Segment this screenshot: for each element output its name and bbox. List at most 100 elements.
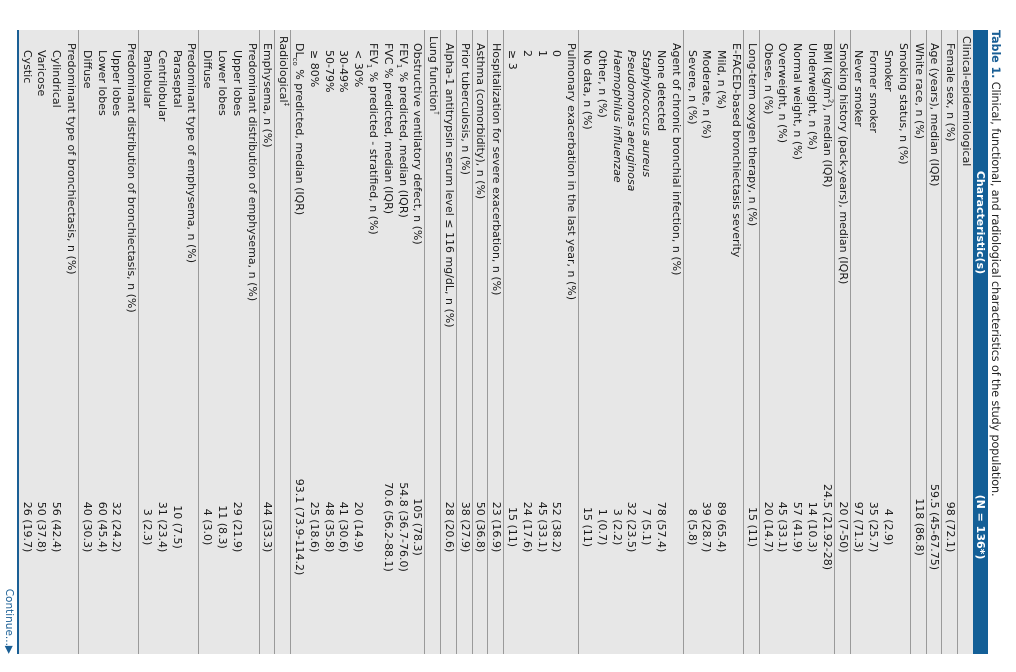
table-body: Clinical-epidemiological Female sex, n (%… [17, 30, 973, 654]
label-text: Predominant distribution of emphysema, n… [245, 43, 259, 302]
continue-link[interactable]: Continue...▶ [3, 589, 15, 654]
table-header-row: Characteristic(s) (N = 136*) [973, 30, 988, 654]
row-label: Pulmonary exacerbation in the last year,… [563, 30, 579, 415]
label-text: Predominant distribution of bronchiectas… [125, 43, 139, 313]
label-text: Cystic [20, 50, 34, 84]
row-value: 60 (45.4) [93, 415, 109, 654]
row-value: 38 (27.9) [456, 415, 473, 654]
label-text: Predominant type of emphysema, n (%) [185, 43, 199, 264]
label-text: Haemophilus influenzae [610, 50, 624, 183]
row-value: 89 (65.4) [713, 415, 729, 654]
table-row: Panlobular 3 (2.3) [138, 30, 154, 654]
row-value [183, 415, 199, 654]
row-label: Centrilobular [153, 30, 169, 415]
table-row: Agent of chronic bronchial infection, n … [668, 30, 684, 654]
row-label: Varicose [33, 30, 49, 415]
row-value: 11 (8.3) [214, 415, 229, 654]
row-value [424, 415, 441, 654]
label-text: Clinical-epidemiological [960, 36, 973, 167]
table-row: Varicose 50 (37.8) [33, 30, 49, 654]
row-value: 50 (37.8) [33, 415, 49, 654]
table-row: 30-49% 41 (30.6) [335, 30, 351, 654]
table-row: Obese, n (%) 20 (14.7) [759, 30, 775, 654]
row-value: 59.5 (45-67.75) [926, 415, 942, 654]
label-text: FEV [396, 43, 410, 64]
table-row: Haemophilus influenzae 3 (2.2) [608, 30, 624, 654]
label-text: White race, n (%) [912, 43, 926, 140]
table-row: Diffuse 4 (3.0) [198, 30, 215, 654]
row-value: 118 (86.8) [910, 415, 927, 654]
row-label: Emphysema, n (%) [259, 30, 275, 415]
row-value [243, 415, 260, 654]
label-text: Former smoker [867, 50, 881, 133]
row-label: Lower lobes [93, 30, 109, 415]
label-text: DL [292, 43, 306, 58]
label-text: Alpha-1 antitrypsin serum level ≤ 116 mg… [442, 43, 456, 328]
label-text: Pseudomonas aeruginosa [625, 50, 639, 192]
row-value [365, 415, 380, 654]
label-text: 50-79% [322, 50, 336, 93]
label-text: Other, n (%) [595, 50, 609, 118]
label-text: 0 [550, 50, 564, 57]
table-row: Cylindrical 56 (42.4) [48, 30, 64, 654]
table-row: Predominant type of bronchiectasis, n (%… [63, 30, 79, 654]
table-row: FVC % predicted, median (IQR) 70.6 (56.2-… [379, 30, 395, 654]
row-label: Long-term oxygen therapy, n (%) [743, 30, 760, 415]
header-n: (N = 136*) [973, 415, 988, 654]
row-label: Mild, n (%) [713, 30, 729, 415]
label-text: Smoking history (pack-years), median (IQ… [836, 43, 850, 285]
table-row: Female sex, n (%) 98 (72.1) [941, 30, 958, 654]
row-value: 4 (2.9) [880, 415, 896, 654]
row-label: ≥ 3 [503, 30, 520, 415]
label-text: Obstructive ventilatory defect, n (%) [411, 43, 425, 245]
label-text: Smoker [882, 50, 896, 92]
row-label: E-FACED-based bronchiectasis severity [728, 30, 744, 415]
table-row: Normal weight, n (%) 57 (41.9) [789, 30, 805, 654]
table-row: Former smoker 35 (25.7) [865, 30, 881, 654]
table-row: < 30% 20 (14.9) [350, 30, 366, 654]
row-label: Upper lobes [228, 30, 244, 415]
label-text: Underweight, n (%) [806, 43, 820, 150]
row-value: 3 (2.3) [138, 415, 154, 654]
row-value: 7 (5.1) [638, 415, 654, 654]
table-row: Upper lobes 32 (24.2) [108, 30, 124, 654]
label-text-rest: ), median (IQR) [820, 103, 834, 188]
row-value: 1 (0.7) [594, 415, 609, 654]
label-text: Upper lobes [110, 50, 124, 117]
label-text: ≥ 3 [506, 50, 520, 70]
row-label: 50-79% [320, 30, 336, 415]
section-heading: Radiological‡ [274, 30, 291, 415]
row-value: 39 (28.7) [698, 415, 714, 654]
row-label: Pseudomonas aeruginosa [623, 30, 639, 415]
row-label: 30-49% [335, 30, 351, 415]
table-row: Predominant distribution of emphysema, n… [243, 30, 260, 654]
header-characteristics: Characteristic(s) [973, 30, 988, 415]
table-row: 0 52 (38.2) [548, 30, 564, 654]
table-row: Mild, n (%) 89 (65.4) [713, 30, 729, 654]
label-text: E-FACED-based bronchiectasis severity [730, 43, 744, 258]
row-label: Staphylococcus aureus [638, 30, 654, 415]
label-text: BMI (kg/m [820, 43, 834, 99]
row-label: BMI (kg/m2), median (IQR) [819, 30, 834, 415]
row-label: FEV1 % predicted, median (IQR) [394, 30, 410, 415]
supscript: † [432, 111, 441, 115]
table-row: Lower lobes 11 (8.3) [214, 30, 229, 654]
row-label: Predominant type of emphysema, n (%) [183, 30, 199, 415]
label-text: Varicose [35, 50, 49, 97]
table-row: 50-79% 48 (35.8) [320, 30, 336, 654]
row-value: 52 (38.2) [548, 415, 564, 654]
row-value: 14 (10.3) [804, 415, 820, 654]
table-row: Underweight, n (%) 14 (10.3) [804, 30, 820, 654]
row-label: 2 [519, 30, 534, 415]
table-row: No data, n (%) 15 (11) [578, 30, 595, 654]
row-value: 56 (42.4) [48, 415, 64, 654]
label-text: Centrilobular [155, 50, 169, 122]
table-row: ≥ 3 15 (11) [503, 30, 520, 654]
label-text: Mild, n (%) [715, 50, 729, 110]
label-text: Radiological [277, 36, 291, 103]
row-value: 20 (14.9) [350, 415, 366, 654]
label-text: Predominant type of bronchiectasis, n (%… [64, 43, 78, 275]
row-value: 28 (20.6) [440, 415, 457, 654]
label-text: 1 [535, 50, 549, 57]
label-text: FVC % predicted, median (IQR) [381, 43, 395, 215]
